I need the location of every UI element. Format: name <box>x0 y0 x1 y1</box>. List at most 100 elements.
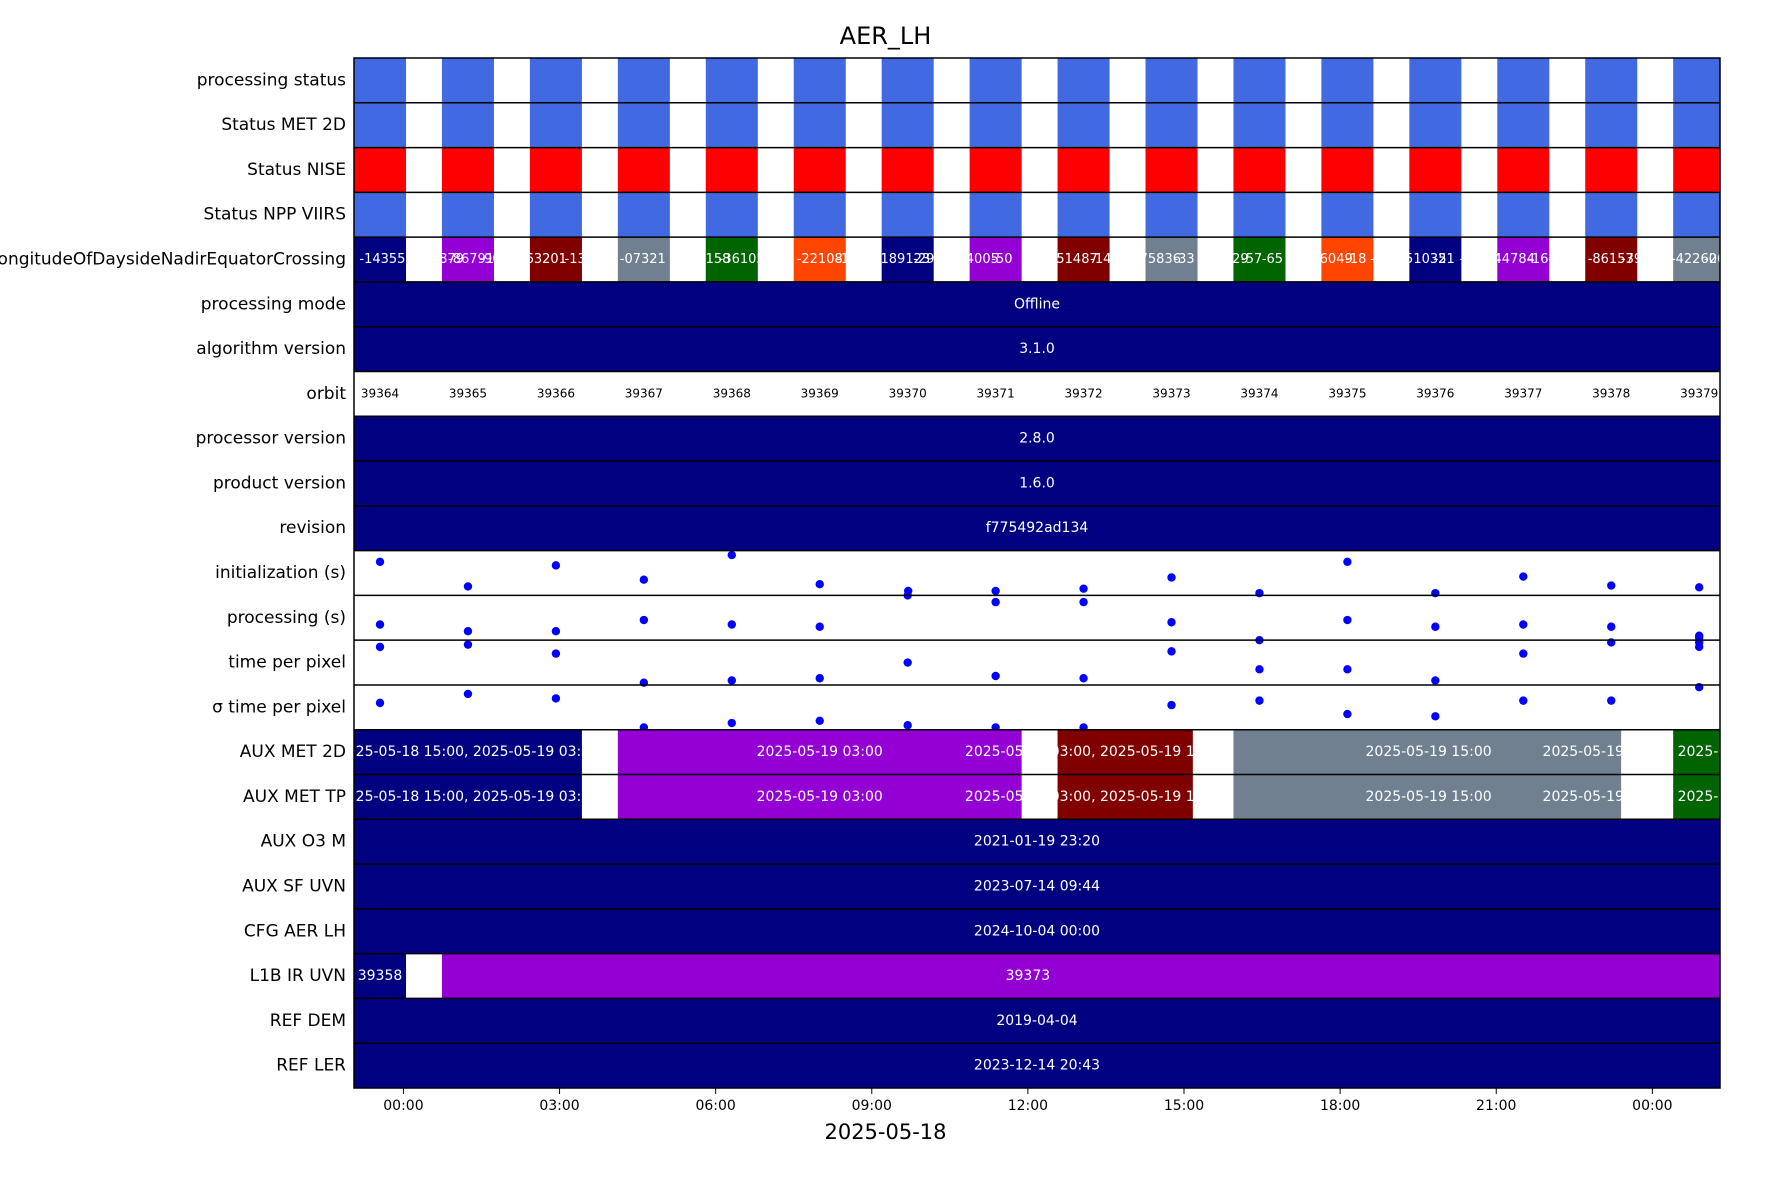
data-point <box>991 586 1000 596</box>
data-point <box>815 674 824 683</box>
data-label: -16 <box>1527 252 1548 267</box>
segment-bar <box>441 953 1720 999</box>
span-bar <box>354 416 1720 462</box>
data-label: -177 <box>675 252 705 267</box>
granule-bar <box>354 237 407 282</box>
data-label: 39374 <box>1240 386 1278 400</box>
granule-bar <box>1673 58 1720 103</box>
segment-bar <box>617 774 1022 820</box>
granule-bar <box>1585 237 1638 282</box>
data-label: 39375 <box>1328 386 1366 400</box>
data-point <box>1167 647 1176 656</box>
data-point <box>903 721 912 730</box>
row-label: LongitudeOfDaysideNadirEquatorCrossing <box>0 250 346 270</box>
data-point <box>727 718 736 728</box>
chart-title: AER_LH <box>839 22 932 50</box>
data-point <box>375 557 385 567</box>
data-point <box>991 671 1000 681</box>
row-label: processing (s) <box>227 608 346 628</box>
data-point <box>1519 649 1528 658</box>
segment-bar <box>1233 729 1622 775</box>
data-point <box>815 622 824 631</box>
span-bar <box>354 326 1720 372</box>
granule-bar <box>705 58 758 103</box>
data-point <box>727 676 736 685</box>
data-point <box>551 561 561 570</box>
granule-bar <box>441 192 494 238</box>
granule-bar <box>617 58 670 103</box>
granule-bar <box>529 237 582 282</box>
data-label: 39367 <box>625 386 663 400</box>
granule-bar <box>529 192 582 238</box>
granule-bar <box>441 147 494 193</box>
granule-bar <box>705 192 758 238</box>
segment-bar <box>1057 729 1193 775</box>
data-label: 2025-05-19 15:00, 2025-05-20 03:00 <box>1543 789 1771 805</box>
granule-bar <box>1497 192 1550 238</box>
granule-bar <box>1409 237 1462 282</box>
row-label: processing mode <box>201 294 346 314</box>
granule-bar <box>1321 237 1374 282</box>
granule-bar <box>1321 58 1374 103</box>
data-point <box>639 575 649 584</box>
data-label: -86791 <box>448 252 494 267</box>
span-bar <box>354 461 1720 506</box>
row-label: initialization (s) <box>215 563 346 583</box>
row-label: CFG AER LH <box>244 921 346 941</box>
row-label: AUX MET TP <box>243 787 346 807</box>
span-bar <box>354 819 1720 865</box>
granule-bar <box>1673 147 1720 193</box>
granule-bar <box>354 192 407 238</box>
data-label: 2025-05-19 03:00 <box>757 789 883 805</box>
granule-bar <box>881 102 934 148</box>
span-bar <box>354 998 1720 1044</box>
span-bar <box>354 505 1720 551</box>
granule-bar <box>529 102 582 148</box>
data-point <box>1255 696 1264 705</box>
data-label: -75836 <box>1135 252 1181 267</box>
data-label: 2025-05-19 15:00 <box>1366 789 1492 805</box>
data-point <box>463 640 473 649</box>
data-label: 2019-04-04 <box>996 1013 1077 1029</box>
segment-bar <box>1057 774 1193 820</box>
data-label: -45329 <box>1203 252 1249 267</box>
row-label: AUX O3 M <box>261 832 346 852</box>
row-label: processing status <box>197 70 346 90</box>
data-label: 2025-05-18 15:00, 2025-05-19 03:00 <box>338 789 599 805</box>
granule-bar <box>969 147 1022 193</box>
granule-bar <box>1409 192 1462 238</box>
span-bar <box>354 1043 1720 1088</box>
data-label: -645 <box>758 252 788 267</box>
data-label: -65 <box>1262 252 1283 267</box>
row-label: revision <box>279 518 346 538</box>
data-label: -57 <box>934 252 955 267</box>
data-label: -64 <box>1460 252 1481 267</box>
data-point <box>903 658 912 667</box>
granule-bar <box>354 58 407 103</box>
data-label: 39379 <box>1680 386 1718 400</box>
data-point <box>1343 665 1352 674</box>
segment-bar <box>1673 729 1720 775</box>
granule-bar <box>1585 102 1638 148</box>
data-point <box>463 689 473 699</box>
granule-bar <box>1145 147 1198 193</box>
segment-bar <box>1233 774 1622 820</box>
granule-bar <box>617 147 670 193</box>
data-point <box>1607 696 1616 705</box>
data-label: -57 <box>1241 252 1262 267</box>
granule-bar <box>969 237 1022 282</box>
granule-bar <box>1145 58 1198 103</box>
data-point <box>815 716 824 725</box>
data-point <box>1079 584 1088 593</box>
data-label: 39370 <box>889 386 927 400</box>
granule-bar <box>1233 192 1286 238</box>
data-point <box>991 597 1000 607</box>
data-point <box>1343 557 1352 567</box>
data-label: 1.6.0 <box>1019 475 1055 491</box>
granule-bar <box>1673 237 1720 282</box>
data-label: 39365 <box>449 386 487 400</box>
granule-bar <box>1497 58 1550 103</box>
data-label: 39366 <box>537 386 575 400</box>
data-label: -63201 <box>521 252 567 267</box>
granule-bar <box>1585 58 1638 103</box>
